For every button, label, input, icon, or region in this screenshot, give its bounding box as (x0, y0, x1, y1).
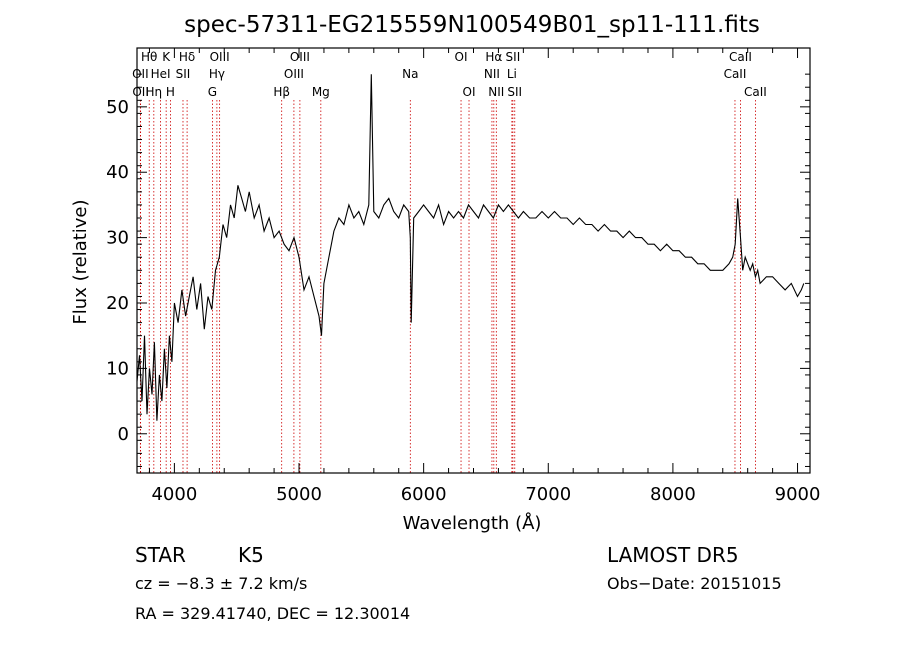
line-marker-label-9: OIII (210, 50, 230, 64)
line-marker-label-7: Hδ (179, 50, 195, 64)
x-axis-ticks: 4000 5000 6000 7000 8000 9000 (148, 48, 821, 505)
x-axis-label: Wavelength (Å) (403, 512, 542, 534)
y-axis-label: Flux (relative) (70, 199, 91, 324)
line-marker-label-18: OI (463, 85, 476, 99)
line-marker-label-15: Mg (312, 85, 330, 99)
x-tick-label-2: 6000 (401, 484, 447, 505)
line-marker-label-19: Hα (485, 50, 502, 64)
line-marker-label-17: OI (455, 50, 468, 64)
line-marker-label-16: Na (402, 67, 418, 81)
line-marker-label-8: SII (176, 67, 191, 81)
line-marker-label-13: OIII (290, 50, 310, 64)
survey-name: LAMOST DR5 (607, 543, 739, 567)
line-marker-label-3: Hη (146, 85, 163, 99)
line-marker-label-25: CaII (729, 50, 752, 64)
x-tick-label-0: 4000 (151, 484, 197, 505)
y-tick-label-5: 50 (106, 97, 129, 118)
y-axis-ticks: 0 10 20 30 40 50 (106, 73, 810, 467)
y-tick-label-2: 20 (106, 293, 129, 314)
line-marker-label-11: G (208, 85, 217, 99)
line-marker-label-4: HeI (151, 67, 171, 81)
line-marker-label-23: Li (507, 67, 517, 81)
line-marker-label-6: H (166, 85, 175, 99)
spectrum-series (136, 74, 805, 421)
x-tick-label-3: 7000 (525, 484, 571, 505)
line-marker-label-12: Hβ (273, 85, 290, 99)
line-marker-label-26: CaII (724, 67, 747, 81)
line-marker-label-0: Hθ (141, 50, 157, 64)
line-marker-label-21: NII (488, 85, 504, 99)
object-subclass: K5 (238, 543, 264, 567)
observation-date: Obs−Date: 20151015 (607, 574, 782, 593)
line-marker-label-27: CaII (744, 85, 767, 99)
line-marker-label-10: Hγ (209, 67, 225, 81)
x-tick-label-1: 5000 (276, 484, 322, 505)
y-tick-label-3: 30 (106, 228, 129, 249)
line-marker-label-22: SII (506, 50, 521, 64)
object-class: STAR (135, 543, 186, 567)
y-tick-label-4: 40 (106, 162, 129, 183)
line-marker-label-20: NII (484, 67, 500, 81)
y-tick-label-0: 0 (118, 424, 129, 445)
line-marker-label-14: OIII (284, 67, 304, 81)
line-marker-label-24: SII (507, 85, 522, 99)
spectrum-line-0 (136, 74, 805, 421)
coordinates: RA = 329.41740, DEC = 12.30014 (135, 604, 410, 623)
line-marker-label-5: K (162, 50, 171, 64)
y-tick-label-1: 10 (106, 358, 129, 379)
x-tick-label-4: 8000 (650, 484, 696, 505)
chart-title: spec-57311-EG215559N100549B01_sp11-111.f… (184, 12, 760, 38)
redshift-cz: cz = −8.3 ± 7.2 km/s (135, 574, 307, 593)
x-tick-label-5: 9000 (775, 484, 821, 505)
plot-frame (136, 47, 811, 474)
